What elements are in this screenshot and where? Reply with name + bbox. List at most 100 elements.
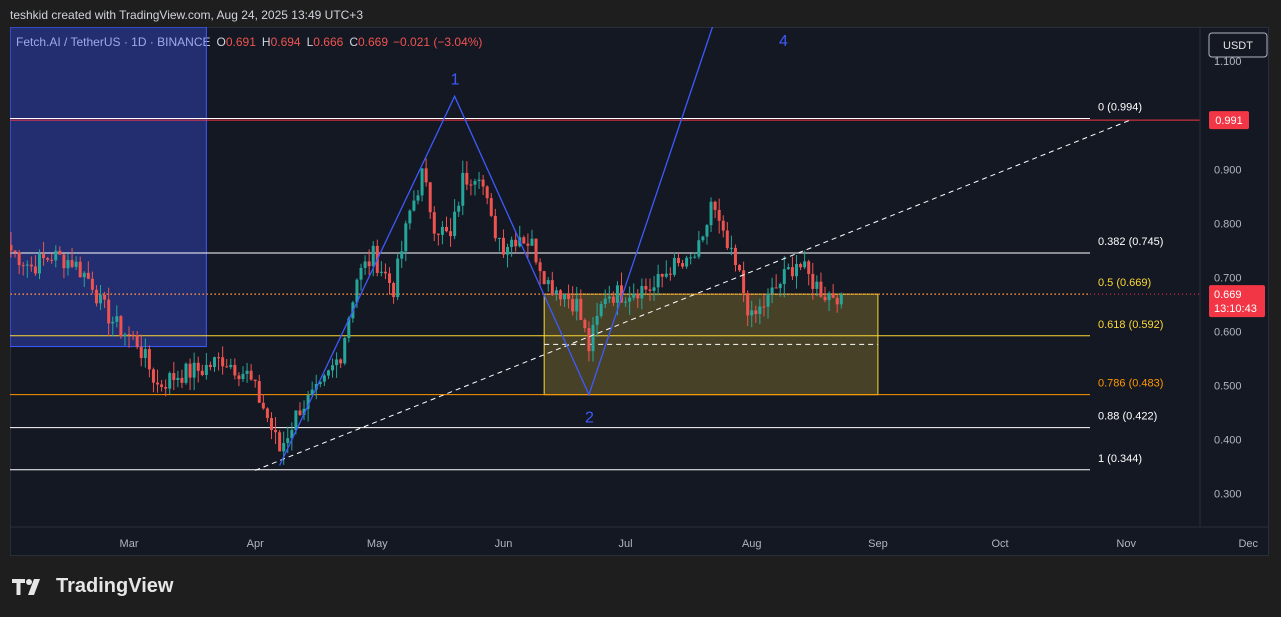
symbol-label: Fetch.AI / TetherUS · 1D · BINANCE — [16, 35, 211, 49]
chart-header: Fetch.AI / TetherUS · 1D · BINANCE O0.691… — [16, 35, 482, 49]
candle-body — [538, 262, 542, 272]
candle-body — [599, 304, 603, 316]
candle-body — [17, 252, 21, 266]
candle-body — [176, 377, 180, 381]
y-tick-label: 0.600 — [1214, 326, 1242, 338]
fib-level-label: 0.5 (0.669) — [1098, 277, 1151, 289]
red-line-price-label: 0.991 — [1215, 115, 1243, 127]
candle-body — [831, 293, 835, 298]
candle-body — [46, 258, 50, 260]
candle-body — [164, 386, 168, 389]
candle-body — [603, 298, 607, 305]
candle-body — [522, 237, 526, 244]
candle-body — [782, 269, 786, 284]
candle-body — [94, 289, 98, 304]
candle-body — [689, 257, 693, 259]
candle-body — [465, 172, 469, 185]
candle-body — [506, 247, 510, 255]
candle-body — [766, 293, 770, 307]
fib-level-label: 0 (0.994) — [1098, 101, 1142, 113]
candle-body — [738, 264, 742, 271]
ohlc-h-label: H — [262, 35, 271, 49]
candle-body — [249, 370, 253, 380]
candle-body — [123, 334, 127, 336]
candle-body — [514, 239, 518, 247]
ohlc-h-value: 0.694 — [271, 35, 301, 49]
candle-body — [453, 211, 457, 237]
candle-body — [624, 301, 628, 303]
candle-body — [648, 289, 652, 291]
candle-body — [575, 298, 579, 312]
candle-body — [371, 245, 375, 267]
candle-body — [286, 438, 290, 444]
candle-body — [50, 259, 54, 261]
candle-body — [388, 273, 392, 283]
candle-body — [819, 281, 823, 297]
chart-credit: teshkid created with TradingView.com, Au… — [10, 8, 363, 22]
candle-body — [632, 293, 636, 298]
candle-body — [436, 233, 440, 235]
candle-body — [274, 430, 278, 433]
candle-body — [526, 243, 530, 246]
candle-body — [481, 179, 485, 187]
candle-body — [770, 287, 774, 294]
candle-body — [799, 263, 803, 268]
candle-body — [827, 293, 831, 301]
candle-body — [774, 287, 778, 289]
candle-body — [326, 370, 330, 376]
candle-body — [298, 410, 302, 416]
price-chart[interactable]: Fetch.AI / TetherUS · 1D · BINANCE O0.691… — [10, 27, 1269, 556]
candle-body — [664, 273, 668, 277]
candle-body — [278, 432, 282, 452]
candle-body — [579, 298, 583, 320]
candle-body — [424, 168, 428, 183]
candle-body — [66, 260, 70, 269]
candle-body — [310, 389, 314, 395]
candle-body — [477, 179, 481, 182]
red-line-price-tag — [1209, 111, 1249, 130]
candle-body — [294, 410, 298, 431]
candle-body — [62, 254, 66, 269]
ohlc-l-value: 0.666 — [313, 35, 343, 49]
ohlc-change: −0.021 (−3.04%) — [393, 35, 482, 49]
candle-body — [25, 264, 29, 266]
candle-body — [701, 236, 705, 241]
candle-body — [750, 310, 754, 316]
candle-body — [115, 316, 119, 322]
candle-body — [408, 210, 412, 224]
candle-body — [302, 408, 306, 416]
x-tick-label: Apr — [247, 538, 264, 550]
candle-body — [444, 226, 448, 232]
ohlc-c-label: C — [349, 35, 358, 49]
fib-level-label: 1 (0.344) — [1098, 453, 1142, 465]
candle-body — [697, 240, 701, 257]
candle-body — [200, 370, 204, 375]
candle-body — [571, 299, 575, 312]
candle-body — [705, 225, 709, 237]
currency-button-box[interactable] — [1208, 32, 1268, 58]
brand-name: TradingView — [56, 575, 174, 597]
fib-level-label: 0.88 (0.422) — [1098, 411, 1157, 423]
candle-body — [440, 226, 444, 235]
candle-body — [721, 220, 725, 231]
wave-path — [279, 27, 714, 466]
candle-body — [733, 247, 737, 265]
candle-body — [823, 296, 827, 301]
candle-body — [558, 290, 562, 300]
candle-body — [807, 261, 811, 274]
candle-body — [628, 297, 632, 302]
candle-body — [359, 267, 363, 280]
candle-body — [151, 369, 155, 383]
candle-body — [563, 294, 567, 300]
candle-body — [595, 315, 599, 325]
candle-body — [58, 250, 62, 255]
x-tick-label: Dec — [1238, 538, 1258, 550]
x-tick-label: Nov — [1116, 538, 1136, 550]
ohlc-c-value: 0.669 — [358, 35, 388, 49]
candle-body — [180, 377, 184, 383]
currency-button-label: USDT — [1223, 40, 1253, 52]
candle-body — [335, 359, 339, 366]
candle-body — [546, 280, 550, 285]
candle-body — [591, 324, 595, 352]
candle-body — [172, 373, 176, 381]
